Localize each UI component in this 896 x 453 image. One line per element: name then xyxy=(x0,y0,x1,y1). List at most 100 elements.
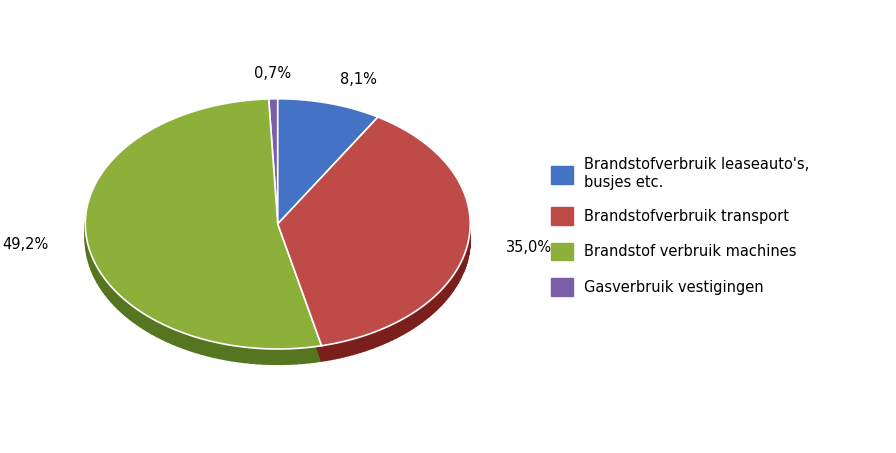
Polygon shape xyxy=(148,316,152,334)
Polygon shape xyxy=(168,327,173,344)
Text: 49,2%: 49,2% xyxy=(3,237,49,252)
Polygon shape xyxy=(111,287,115,306)
Polygon shape xyxy=(448,279,451,297)
Polygon shape xyxy=(220,343,226,360)
Polygon shape xyxy=(98,268,99,287)
Polygon shape xyxy=(465,251,466,270)
Polygon shape xyxy=(463,254,465,272)
Polygon shape xyxy=(331,343,335,360)
Polygon shape xyxy=(343,340,348,357)
Polygon shape xyxy=(426,302,428,319)
Polygon shape xyxy=(278,117,470,346)
Text: 8,1%: 8,1% xyxy=(340,72,377,87)
Polygon shape xyxy=(122,297,125,316)
Polygon shape xyxy=(263,349,271,364)
Polygon shape xyxy=(157,322,162,339)
Polygon shape xyxy=(396,321,400,338)
Polygon shape xyxy=(403,317,406,334)
Polygon shape xyxy=(178,331,184,348)
Polygon shape xyxy=(105,279,108,298)
Polygon shape xyxy=(352,338,357,355)
Polygon shape xyxy=(207,340,213,357)
Text: 0,7%: 0,7% xyxy=(254,66,291,81)
Polygon shape xyxy=(173,329,178,347)
Polygon shape xyxy=(95,264,98,283)
Polygon shape xyxy=(466,248,467,266)
Polygon shape xyxy=(91,255,93,275)
Polygon shape xyxy=(357,337,360,353)
Polygon shape xyxy=(257,348,263,364)
Polygon shape xyxy=(195,337,202,354)
Polygon shape xyxy=(213,342,220,358)
Polygon shape xyxy=(442,287,444,305)
Polygon shape xyxy=(409,313,413,330)
Polygon shape xyxy=(419,306,422,324)
Polygon shape xyxy=(422,304,426,322)
Polygon shape xyxy=(369,333,373,350)
Polygon shape xyxy=(456,268,458,286)
Polygon shape xyxy=(462,257,463,275)
Polygon shape xyxy=(278,224,322,361)
Polygon shape xyxy=(238,347,245,362)
Polygon shape xyxy=(436,292,439,310)
Polygon shape xyxy=(226,344,232,361)
Polygon shape xyxy=(99,271,102,291)
Polygon shape xyxy=(335,342,340,359)
Polygon shape xyxy=(446,282,448,300)
Polygon shape xyxy=(303,347,309,363)
Polygon shape xyxy=(251,348,257,364)
Polygon shape xyxy=(461,260,462,278)
Polygon shape xyxy=(88,243,89,263)
Polygon shape xyxy=(417,308,419,326)
Polygon shape xyxy=(232,345,238,362)
Polygon shape xyxy=(152,319,157,337)
Polygon shape xyxy=(202,339,207,356)
Polygon shape xyxy=(439,289,442,308)
Polygon shape xyxy=(89,247,90,267)
Polygon shape xyxy=(142,313,148,331)
Polygon shape xyxy=(271,349,277,364)
Polygon shape xyxy=(454,271,456,289)
Polygon shape xyxy=(326,344,331,361)
Polygon shape xyxy=(373,331,376,348)
Polygon shape xyxy=(138,310,142,328)
Polygon shape xyxy=(102,275,105,294)
Polygon shape xyxy=(400,319,403,336)
Text: 35,0%: 35,0% xyxy=(506,240,552,255)
Polygon shape xyxy=(460,263,461,281)
Polygon shape xyxy=(85,99,322,349)
Polygon shape xyxy=(125,300,130,319)
Polygon shape xyxy=(283,349,289,364)
Polygon shape xyxy=(406,315,409,333)
Polygon shape xyxy=(162,324,168,342)
Polygon shape xyxy=(115,290,118,309)
Polygon shape xyxy=(190,335,195,352)
Polygon shape xyxy=(413,311,417,328)
Polygon shape xyxy=(309,347,315,363)
Polygon shape xyxy=(340,342,343,358)
Polygon shape xyxy=(365,334,369,351)
Polygon shape xyxy=(108,283,111,302)
Polygon shape xyxy=(392,323,396,340)
Polygon shape xyxy=(381,328,384,345)
Polygon shape xyxy=(118,294,122,313)
Polygon shape xyxy=(444,284,446,303)
Polygon shape xyxy=(360,336,365,352)
Polygon shape xyxy=(134,307,138,325)
Polygon shape xyxy=(184,333,190,351)
Polygon shape xyxy=(434,294,436,313)
Polygon shape xyxy=(130,304,134,323)
Polygon shape xyxy=(458,265,460,284)
Polygon shape xyxy=(384,326,388,343)
Legend: Brandstofverbruik leaseauto's,
busjes etc., Brandstofverbruik transport, Brandst: Brandstofverbruik leaseauto's, busjes et… xyxy=(545,152,815,301)
Polygon shape xyxy=(90,251,91,271)
Polygon shape xyxy=(388,324,392,342)
Polygon shape xyxy=(322,345,326,361)
Polygon shape xyxy=(428,299,431,317)
Polygon shape xyxy=(431,297,434,315)
Polygon shape xyxy=(278,99,378,224)
Polygon shape xyxy=(452,274,454,292)
Polygon shape xyxy=(245,347,251,363)
Polygon shape xyxy=(296,348,303,364)
Polygon shape xyxy=(269,99,278,224)
